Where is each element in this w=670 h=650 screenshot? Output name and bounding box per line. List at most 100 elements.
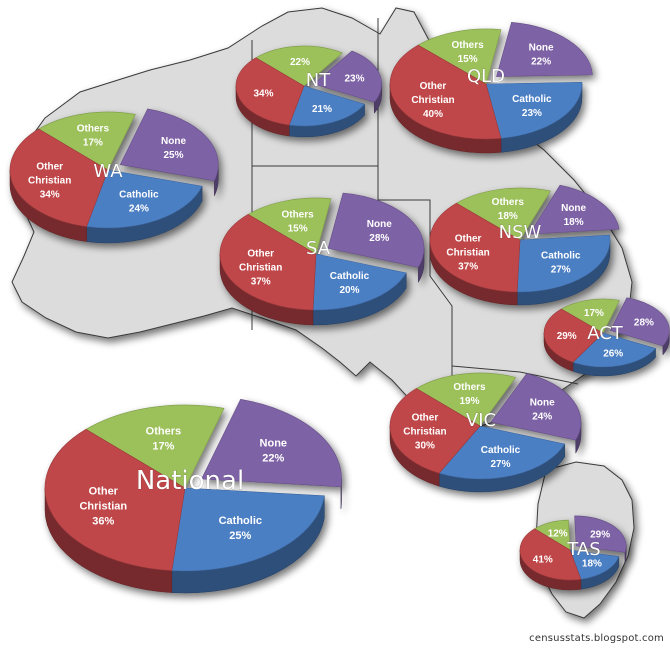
pie-wa-label-2-1: 24% [129, 204, 149, 215]
pie-sa-label-0-0: Others [281, 210, 314, 221]
pie-vic-label-2-0: Catholic [481, 445, 521, 456]
pie-nsw-slice-2 [516, 234, 611, 293]
region-label-act: ACT [587, 323, 624, 344]
pie-nt-label-0-0: 22% [290, 57, 310, 68]
pie-tas-label-0-0: 12% [548, 528, 568, 539]
pie-tas-labels: 12% 29% 18% 41% [533, 528, 610, 569]
pie-qld-label-3-2: 40% [423, 109, 443, 120]
pie-wa [9, 108, 219, 244]
pie-vic-slice-1 [490, 373, 582, 441]
pie-vic-label-3-0: Other [412, 413, 439, 424]
pie-wa-slice-3 [9, 128, 109, 227]
pie-qld-slice-3 [389, 44, 502, 140]
pie-act-label-2-0: 26% [603, 349, 623, 360]
pie-sa-slice-0 [247, 197, 332, 255]
region-label-qld: QLD [467, 66, 505, 87]
pie-act [543, 297, 670, 377]
pie-qld-slice-2 [485, 81, 583, 139]
pie-vic-label-1-0: None [530, 398, 555, 409]
pie-vic-slice-0 [415, 372, 517, 427]
pie-national-label-2-1: 25% [229, 530, 251, 542]
pie-qld-label-3-0: Other [420, 81, 447, 92]
pie-wa-label-1-1: 25% [163, 150, 183, 161]
pie-nsw-label-1-1: 18% [564, 217, 584, 228]
pie-wa-label-0-0: Others [77, 124, 110, 135]
pie-nt-slice-3 [235, 57, 305, 126]
pie-national-label-0-0: Others [146, 426, 181, 438]
pie-nsw-label-0-1: 18% [498, 211, 518, 222]
pie-nsw [429, 184, 620, 306]
pie-sa-label-3-2: 37% [251, 276, 271, 287]
pie-tas [519, 515, 627, 591]
pie-national-slice-1 [201, 398, 342, 488]
pie-sa-slice-3 [219, 214, 317, 311]
pie-national-label-3-2: 36% [92, 515, 114, 527]
pie-nsw-label-1-0: None [561, 203, 586, 214]
pie-act-slice-1 [609, 297, 670, 347]
pie-nsw-slice-3 [429, 202, 521, 293]
pie-nt [235, 45, 382, 138]
pie-wa-label-3-1: Christian [28, 176, 71, 187]
pie-nsw-label-3-2: 37% [458, 261, 478, 272]
pie-qld-slice-0 [417, 28, 502, 85]
region-label-wa: WA [93, 161, 123, 182]
pie-sa-label-2-0: Catholic [330, 271, 370, 282]
pie-sa-label-3-0: Other [247, 248, 274, 259]
pie-nt-slice-0 [255, 45, 343, 87]
pie-nt-slice-1 [313, 50, 382, 103]
pie-qld-label-1-1: 22% [531, 57, 551, 68]
pie-vic-label-2-1: 27% [490, 459, 510, 470]
pie-national-slice-0 [85, 404, 225, 489]
pie-national-label-3-0: Other [89, 485, 119, 497]
pie-sa-label-0-1: 15% [288, 224, 308, 235]
pie-nsw-label-3-1: Christian [446, 247, 489, 258]
pie-qld-label-1-0: None [529, 43, 554, 54]
pie-sa-label-2-1: 20% [339, 285, 359, 296]
pie-act-slice-2 [572, 332, 657, 368]
pie-nt-label-3-0: 34% [253, 88, 273, 99]
pie-nsw-label-3-0: Other [455, 233, 482, 244]
pie-tas-label-1-0: 29% [590, 530, 610, 541]
source-credit: censusstats.blogspot.com [529, 633, 664, 644]
pie-act-slice-0 [560, 298, 620, 334]
pie-qld-label-3-1: Christian [411, 95, 454, 106]
pie-nsw-slice-0 [455, 187, 551, 241]
pie-act-label-0-0: 17% [584, 308, 604, 319]
pie-nsw-label-2-1: 27% [551, 265, 571, 276]
pie-nt-labels: 22% 23% 21% 34% [253, 57, 364, 115]
region-label-vic: VIC [466, 410, 496, 431]
pie-qld-label-0-0: Others [451, 40, 484, 51]
pie-vic-slice-2 [438, 425, 566, 480]
pie-wa-label-0-1: 17% [83, 138, 103, 149]
pie-vic-label-0-1: 19% [459, 396, 479, 407]
pie-nsw-slice-1 [528, 184, 620, 235]
region-label-tas: TAS [566, 539, 600, 560]
pie-qld-slice-1 [496, 21, 593, 77]
pie-wa-label-1-0: None [161, 136, 186, 147]
pie-tas-slice-1 [574, 515, 627, 553]
pie-national-slice-2 [171, 487, 325, 572]
pie-charts: Others 17% None 25% Catholic 24% Other Christia… [9, 21, 670, 594]
pie-national-label-3-1: Christian [79, 500, 127, 512]
pie-qld-label-2-1: 23% [522, 108, 542, 119]
border-nsw-vic [451, 365, 579, 385]
pie-qld-label-2-0: Catholic [512, 94, 552, 105]
pie-tas-slice-2 [569, 549, 620, 580]
pie-vic-label-3-1: Christian [403, 427, 446, 438]
pie-national-label-0-1: 17% [152, 441, 174, 453]
pie-tas-slice-3 [519, 528, 582, 581]
pie-qld [389, 21, 593, 154]
pie-sa-label-1-1: 28% [369, 233, 389, 244]
pie-act-slice-3 [543, 308, 604, 363]
region-label-sa: SA [306, 238, 331, 259]
region-label-nt: NT [306, 70, 331, 91]
pie-national-slice-3 [44, 428, 186, 571]
pie-vic-labels: Others 19% None 24% Catholic 27% Other Christia… [403, 382, 555, 470]
pie-tas-label-3-0: 41% [533, 555, 553, 566]
pie-national-labels: Others 17% None 22% Catholic 25% Other Christia… [79, 426, 287, 543]
pie-tas-label-2-0: 18% [582, 559, 602, 570]
pie-act-labels: 17% 28% 26% 29% [557, 308, 654, 360]
pie-sa-slice-2 [312, 253, 407, 311]
pie-qld-label-0-1: 15% [458, 54, 478, 65]
pie-nsw-label-2-0: Catholic [541, 251, 581, 262]
